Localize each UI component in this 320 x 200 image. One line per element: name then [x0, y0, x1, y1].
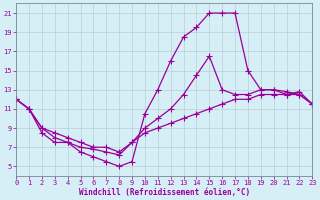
- X-axis label: Windchill (Refroidissement éolien,°C): Windchill (Refroidissement éolien,°C): [79, 188, 250, 197]
